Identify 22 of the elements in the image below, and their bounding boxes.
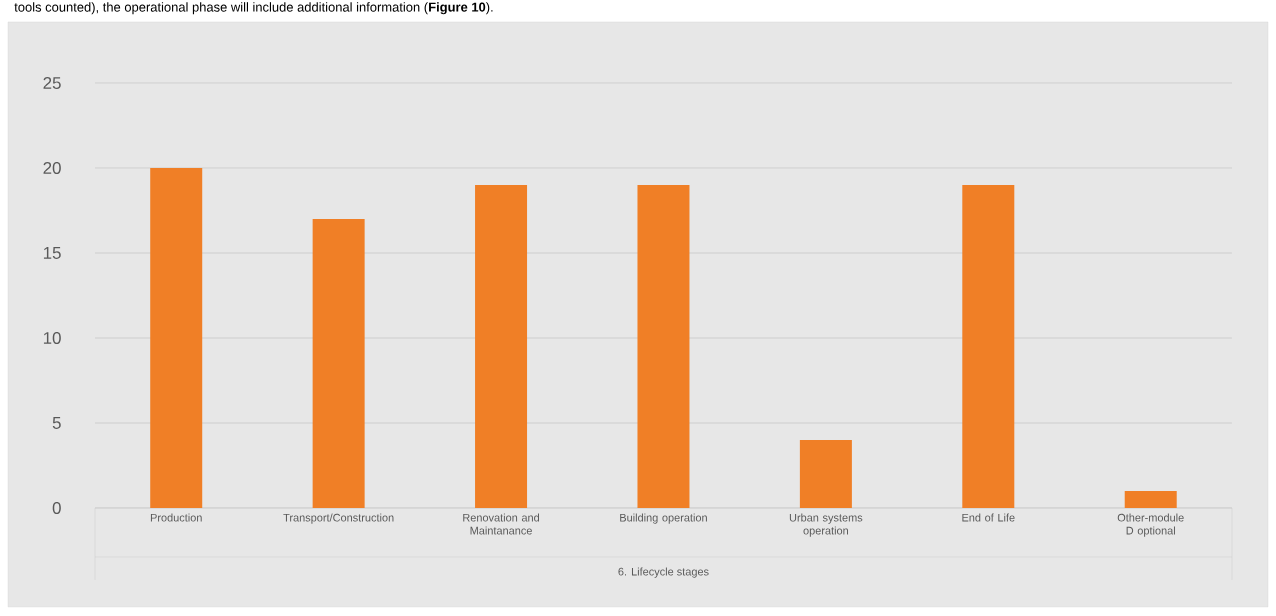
x-axis-title: 6. Lifecycle stages — [618, 567, 709, 578]
text: tools counted), the operational phase will include additional information (Figure 10). — [14, 2, 493, 15]
y-tick-label: 0 — [52, 501, 61, 514]
bar — [475, 184, 528, 508]
x-tick-label: Renovation and Maintanance — [463, 513, 540, 535]
x-tick-label: Urban systems operation — [789, 513, 863, 537]
y-tick-label: 20 — [43, 161, 61, 174]
bar — [799, 439, 852, 508]
x-tick-label: Other-module D optional — [1117, 513, 1184, 537]
x-tick-label: End of Life — [962, 513, 1015, 522]
bar — [637, 184, 690, 508]
y-tick-label: 10 — [43, 331, 61, 344]
y-tick-label: 25 — [43, 76, 61, 89]
bar — [962, 184, 1015, 508]
y-tick-label: 15 — [43, 247, 61, 259]
bar — [312, 218, 365, 508]
bar — [150, 167, 203, 508]
x-tick-label: Building operation — [620, 513, 707, 524]
x-tick-label: Production — [150, 513, 202, 522]
bar — [1124, 490, 1177, 508]
y-tick-label: 5 — [52, 417, 61, 429]
x-tick-label: Transport/Construction — [283, 513, 394, 524]
